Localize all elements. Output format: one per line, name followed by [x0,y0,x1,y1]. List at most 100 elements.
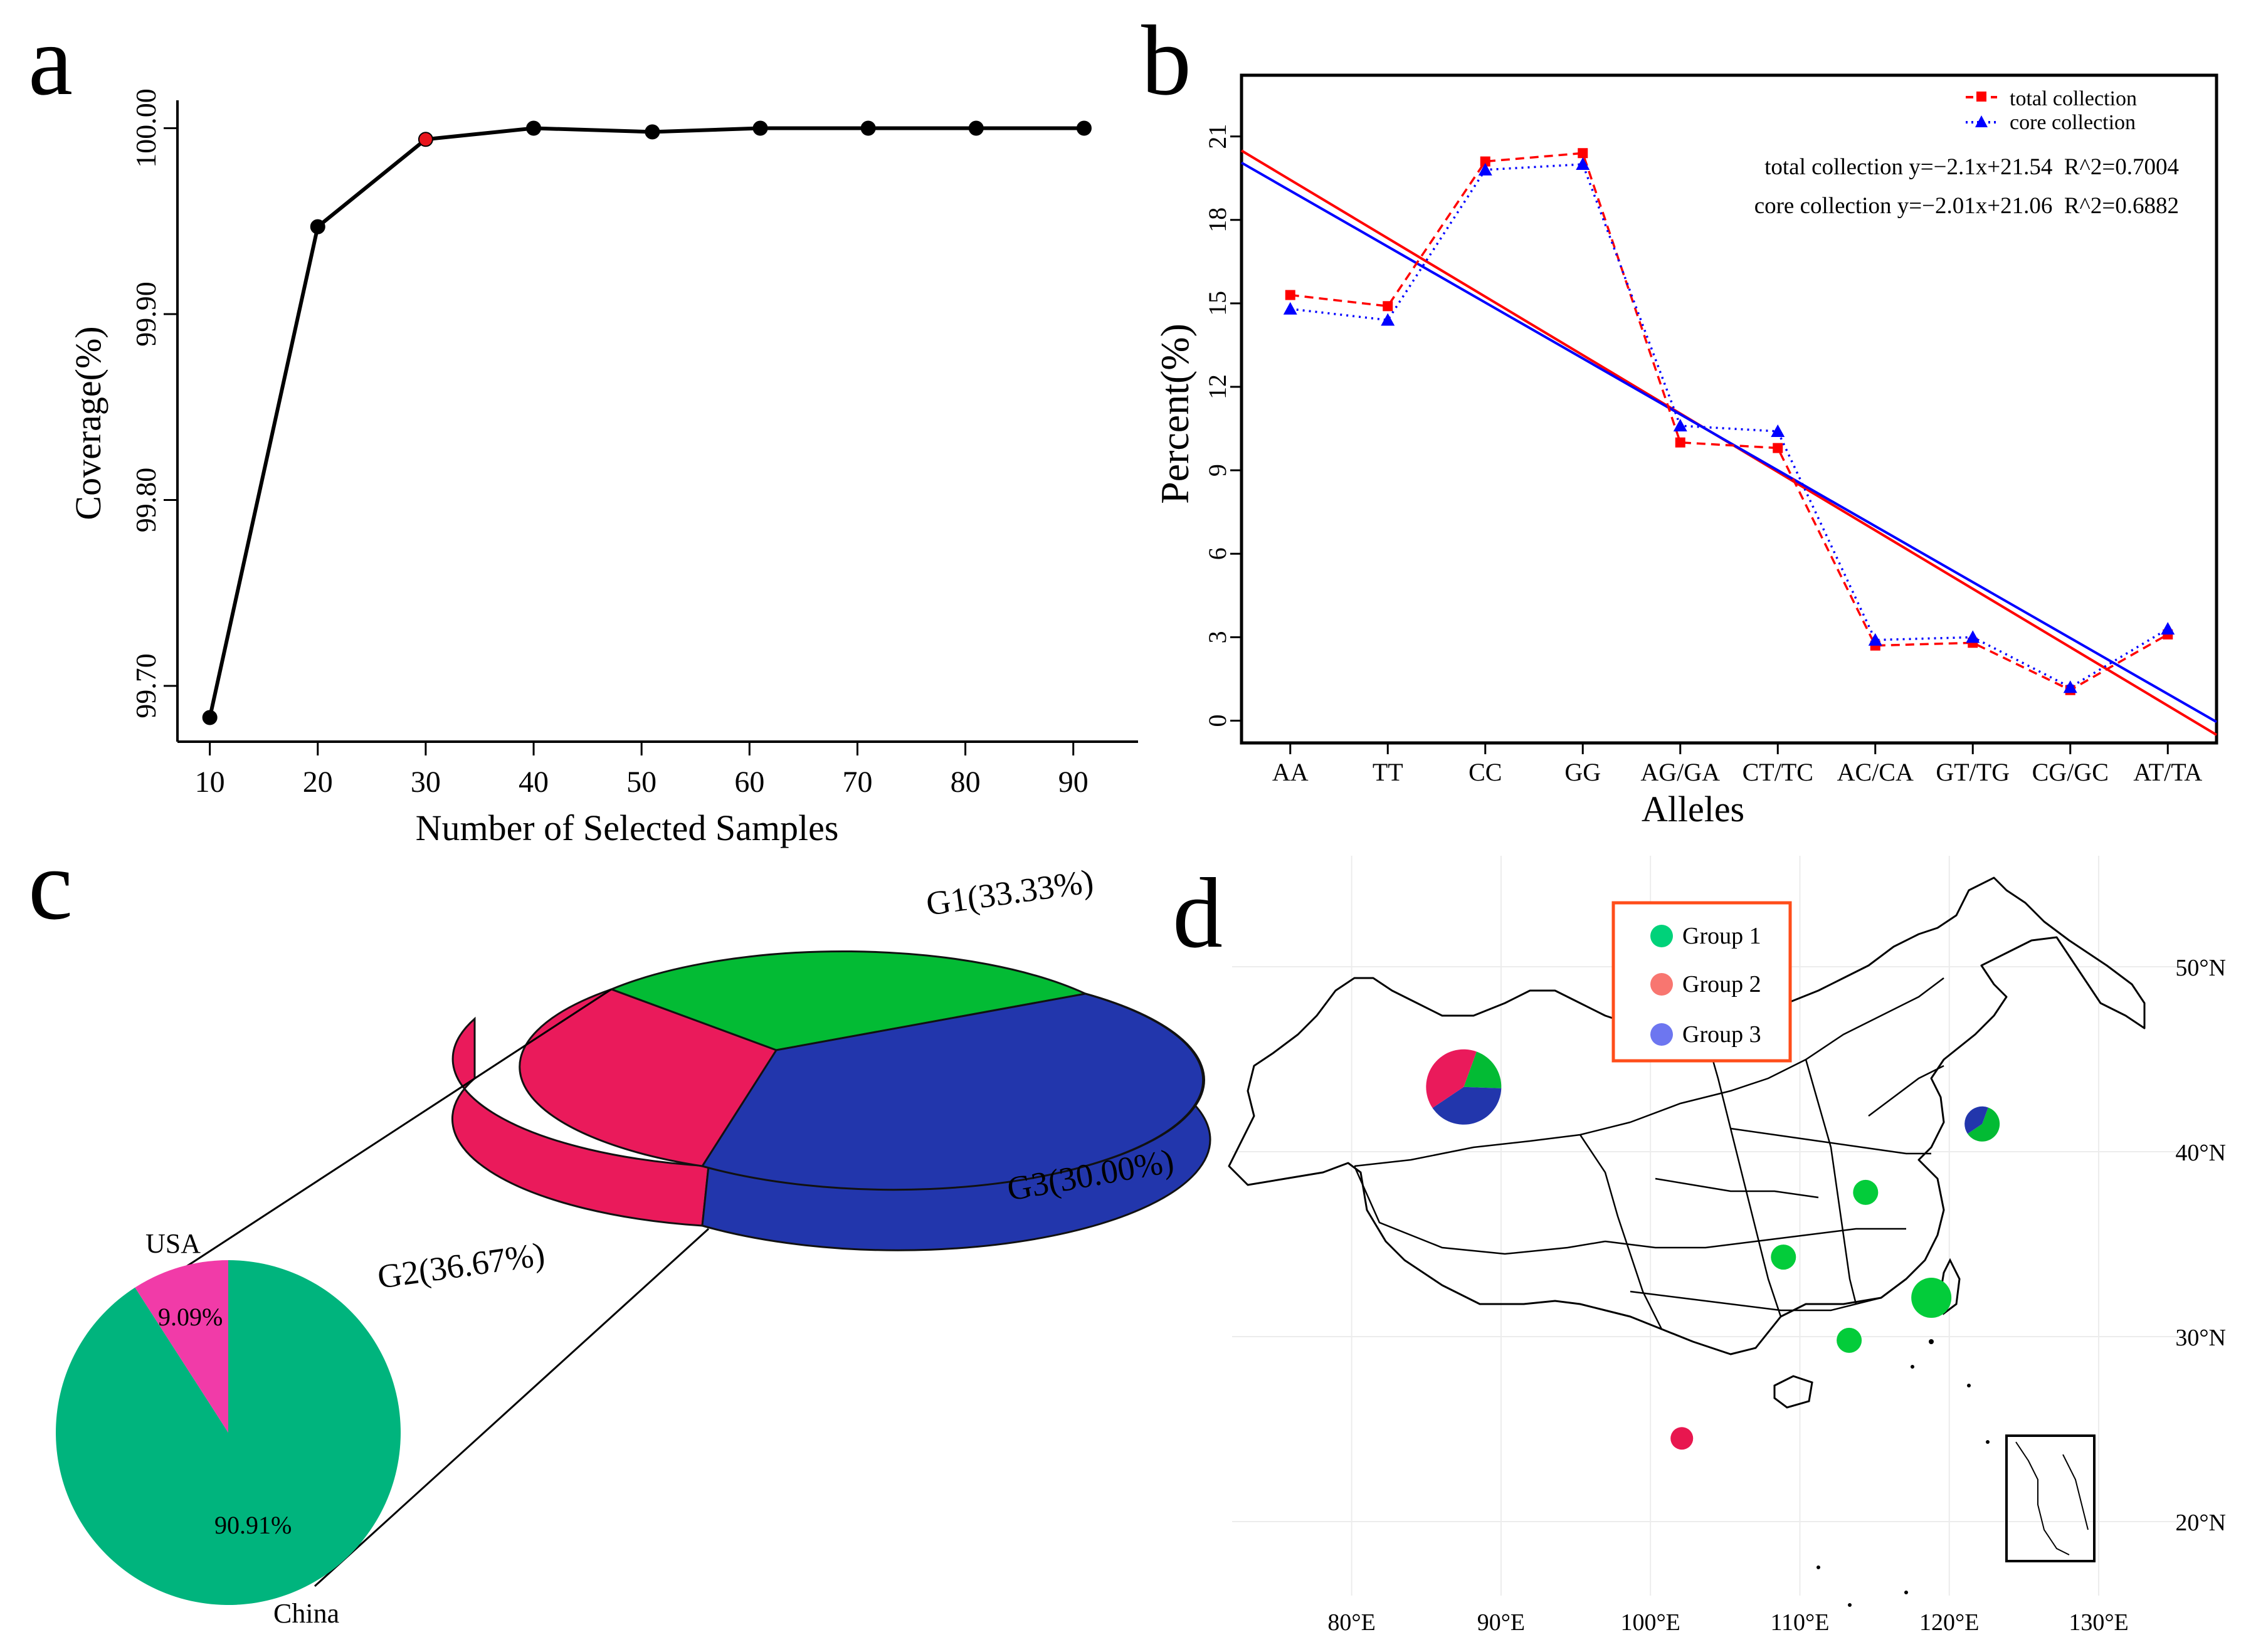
data-point-triangle [1966,630,1980,643]
south-china-sea-inset [2005,1434,2096,1562]
pie-slice-usa [135,1260,228,1433]
x-tick-label: CT/TC [1743,758,1813,786]
island-dot [1911,1365,1914,1369]
pie-value-china: 90.91% [214,1511,292,1539]
hainan-island [1773,1375,1813,1409]
sample-point [1837,1327,1862,1353]
y-tick-label: 3 [1203,631,1231,643]
sample-pie-slice [1967,1107,2000,1142]
island-dot [1967,1384,1971,1387]
data-point-square [1480,156,1490,167]
regression-line [1241,161,2217,723]
longitude-label: 110°E [1770,1609,1829,1636]
x-tick-label: CG/GC [2032,758,2109,786]
y-tick-label: 99.90 [130,281,162,347]
data-point-triangle [2161,622,2175,635]
panel-a-letter: a [28,4,73,116]
x-tick-label: TT [1373,758,1403,786]
connector-line-top [176,988,612,1274]
data-point [1076,120,1092,136]
y-tick-label: 0 [1203,715,1231,727]
latitude-label: 40°N [2175,1140,2226,1166]
y-tick-label: 6 [1203,547,1231,560]
y-tick-label: 18 [1203,208,1231,233]
data-point [645,124,660,140]
data-point [418,132,433,147]
x-tick-label: 80 [951,765,981,799]
panel-a-line-chart: a 10 20 30 40 50 60 70 80 90 99.70 99.80 99.90 100.0… [28,4,1138,848]
data-point [860,120,876,136]
island-dot [1848,1603,1852,1607]
data-point-triangle [1478,162,1492,176]
longitude-label: 90°E [1477,1609,1525,1636]
panel-b-y-axis-label: Percent(%) [1152,324,1197,504]
x-tick-label: AG/GA [1640,758,1720,786]
data-point-square [1285,290,1295,300]
x-tick-label: 40 [519,765,549,799]
sample-pie-slice [1426,1049,1477,1108]
data-point-triangle [1673,419,1687,432]
data-point-square [1675,437,1685,448]
sample-point [1853,1179,1879,1205]
island-dot [1986,1440,1990,1444]
panel-b-axes [1240,73,2218,745]
y-tick-label: 100.00 [130,88,162,168]
panel-c-2d-pie [55,1260,401,1606]
legend-group-2-label: Group 2 [1682,971,1761,997]
sample-point [1911,1278,1952,1318]
pie-value-usa: 9.09% [158,1303,223,1331]
legend-group-3-label: Group 3 [1682,1021,1761,1048]
data-point-triangle [1771,424,1785,437]
panel-b-regression-lines [1240,149,2218,736]
y-tick-label: 12 [1203,374,1231,399]
panel-b-letter: b [1141,4,1191,116]
x-tick-label: 10 [195,765,225,799]
panel-a-axes [176,100,1138,743]
pie3d-label-g2: G2(36.67%) [375,1235,547,1296]
sample-point [1670,1427,1694,1450]
panel-a-marks [202,120,1092,725]
legend-core-label: core collection [2010,111,2136,134]
pie3d-top-g2 [519,988,778,1167]
data-point [310,219,325,234]
y-tick-label: 9 [1203,464,1231,476]
data-point-triangle [2063,680,2077,693]
data-point [526,120,542,136]
y-tick-label: 99.80 [130,468,162,533]
x-tick-label: 50 [626,765,656,799]
map-sample-points [1426,1049,2000,1450]
panel-c-3d-pie: G1(33.33%) G3(30.00%) G2(36.67%) [375,862,1211,1296]
island-dot [1817,1565,1820,1569]
data-point-triangle [1868,633,1882,646]
y-tick-label: 21 [1203,124,1231,149]
island-dot [1904,1591,1908,1594]
panel-b-ticks: 0 3 6 9 12 15 18 21 AA TT CC GG AG/GA CT/TC AC/CA GT/TG… [1203,124,2202,786]
data-point-triangle [1381,313,1395,326]
inset-islands [2015,1441,2089,1555]
data-point-triangle [1283,302,1297,315]
sample-pie-slice [1964,1106,1988,1134]
y-tick-label: 15 [1203,291,1231,316]
x-tick-label: CC [1469,758,1502,786]
series-line [1290,163,2169,689]
connector-line-bottom [314,1228,710,1587]
map-axis-ticks: 80°E 90°E 100°E 110°E 120°E 130°E 20°N 30°N 40°N… [1327,955,2226,1636]
pie-slice-china [55,1260,401,1606]
island-dot [1929,1339,1934,1344]
panel-d-map: d 80°E 90°E 100°E 110°E 120°E 130°E 20°N 30°N 40… [1173,856,2226,1636]
latitude-label: 50°N [2175,955,2226,981]
coastal-islands [1817,1339,1990,1607]
data-point [202,710,218,725]
plot-frame [1240,73,2218,745]
legend-total-label: total collection [2010,87,2137,110]
panel-a-x-axis-label: Number of Selected Samples [416,808,839,848]
panel-b-regression-text-core: core collection y=−2.01x+21.06 R^2=0.688… [1754,193,2179,219]
longitude-label: 120°E [1919,1609,1979,1636]
panel-b-line-chart: b 0 3 6 9 12 15 18 21 AA TT CC GG AG/GA CT/TC AC/CA GT/… [1141,4,2218,829]
china-outline [1228,876,2146,1355]
sample-point [1771,1244,1796,1270]
x-tick-label: GG [1564,758,1601,786]
data-point [968,120,984,136]
legend-core-marker [1975,115,1988,127]
